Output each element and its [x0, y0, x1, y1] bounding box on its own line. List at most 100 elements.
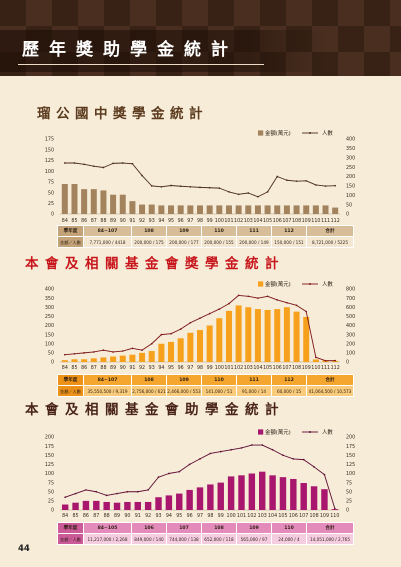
legend-label-people: 人數 — [322, 129, 333, 137]
y-right-tick-label: 150 — [346, 184, 355, 190]
line-point-95 — [178, 470, 181, 473]
bar-108 — [310, 486, 318, 510]
y-right-tick-label: 200 — [346, 174, 355, 180]
y-left-tick-label: 0 — [51, 360, 54, 366]
line-point-91 — [131, 347, 134, 350]
page-number: 44 — [18, 544, 30, 554]
bar-94 — [165, 495, 173, 510]
table-cell: 150,000 / 151 — [271, 236, 307, 248]
y-left-tick-label: 150 — [45, 147, 54, 153]
line-point-108 — [295, 180, 298, 183]
column-header: 106 — [131, 522, 167, 534]
table-cell: 60,000 / 15 — [271, 385, 307, 397]
y-right-tick-label: 75 — [346, 480, 352, 486]
line-point-90 — [121, 350, 124, 352]
x-tick-label-103: 103 — [258, 513, 267, 519]
table-cell: 200,000 / 177 — [166, 236, 202, 248]
x-tick-label-105: 105 — [278, 513, 287, 519]
column-header: 108 — [131, 225, 167, 237]
x-tick-label-110: 110 — [311, 365, 320, 371]
y-right-tick-label: 700 — [346, 296, 355, 302]
bar-100 — [227, 476, 235, 510]
line-point-85 — [73, 352, 76, 355]
column-header: 84~105 — [83, 522, 132, 534]
line-point-105 — [266, 295, 269, 298]
x-tick-label-106: 106 — [289, 513, 298, 519]
bar-99 — [206, 325, 213, 362]
line-point-103 — [247, 295, 250, 298]
x-tick-label-99: 99 — [207, 218, 213, 224]
table-cell: 2,466,000 / 553 — [166, 385, 202, 397]
bar-86 — [82, 500, 90, 510]
legend-line-marker — [309, 283, 311, 285]
line-point-103 — [247, 192, 250, 194]
x-tick-label-98: 98 — [197, 365, 203, 371]
table-cell: 11,217,000 / 2,268 — [83, 533, 132, 545]
table-header-row: 學年度 84~107 108 109 110 111 112 合計 — [57, 225, 354, 237]
legend-label-amount: 金額(萬元) — [265, 280, 291, 288]
bar-93 — [148, 204, 155, 214]
bar-96 — [177, 205, 184, 214]
x-tick-label-107: 107 — [282, 365, 291, 371]
line-point-105 — [282, 454, 284, 457]
y-left-tick-label: 50 — [48, 489, 54, 495]
y-left-tick-label: 100 — [45, 471, 54, 477]
line-point-91 — [131, 162, 134, 165]
line-point-106 — [276, 175, 279, 178]
bar-87 — [90, 358, 97, 362]
chart-title: 本會及相關基金會獎學金統計 — [25, 256, 285, 272]
line-point-107 — [302, 458, 305, 461]
x-tick-label-86: 86 — [81, 365, 87, 371]
table-cell: 2,756,000 / 621 — [131, 385, 167, 397]
x-tick-label-111: 111 — [321, 365, 330, 371]
y-right-tick-label: 0 — [346, 508, 349, 514]
y-left-tick-label: 150 — [45, 453, 54, 459]
x-tick-label-106: 106 — [273, 218, 282, 224]
x-tick-label-84: 84 — [62, 218, 68, 224]
line-point-100 — [230, 448, 232, 451]
bar-104 — [254, 205, 261, 214]
bar-110 — [331, 509, 339, 510]
bar-86 — [81, 189, 88, 214]
x-tick-label-84: 84 — [62, 513, 68, 519]
line-point-112 — [334, 359, 337, 362]
bar-97 — [196, 487, 204, 510]
x-tick-label-107: 107 — [299, 513, 308, 519]
line-point-110 — [315, 184, 317, 186]
x-tick-label-84: 84 — [62, 365, 68, 371]
line-point-102 — [251, 444, 253, 446]
bar-84 — [61, 184, 68, 214]
bar-107 — [283, 307, 290, 362]
x-tick-label-108: 108 — [309, 513, 318, 519]
line-point-102 — [237, 193, 240, 196]
y-right-tick-label: 100 — [346, 471, 355, 477]
x-tick-label-108: 108 — [292, 218, 301, 224]
bar-87 — [90, 189, 97, 214]
line-point-94 — [160, 185, 163, 188]
bar-86 — [81, 359, 88, 362]
y-right-tick-label: 100 — [346, 351, 355, 357]
x-tick-label-86: 86 — [83, 513, 89, 519]
line-point-88 — [102, 349, 105, 351]
y-left-tick-label: 125 — [45, 462, 54, 468]
summary-table-rugong-scholarship: 學年度 84~107 108 109 110 111 112 合計 金額／人數 7,771,000… — [57, 225, 354, 248]
chart-foundation-grant: 0 25 50 75 100 125 150 175 200 0 25 50 75 100 125 150 17… — [45, 428, 355, 519]
line-point-101 — [240, 447, 243, 449]
x-tick-label-91: 91 — [129, 218, 135, 224]
column-header: 84~107 — [83, 225, 132, 237]
title-underline — [18, 64, 264, 65]
table-cell: 141,000 / 51 — [201, 385, 237, 397]
line-point-95 — [170, 332, 172, 335]
x-tick-label-104: 104 — [268, 513, 277, 519]
bar-93 — [155, 497, 162, 510]
y-left-tick-label: 300 — [45, 305, 54, 311]
table-cell: 652,000 / 118 — [201, 533, 237, 545]
row-label-amount-people: 金額／人數 — [57, 236, 84, 248]
line-point-98 — [209, 452, 212, 455]
bar-103 — [245, 307, 252, 362]
bar-93 — [148, 351, 155, 362]
table-cell: 849,000 / 140 — [131, 533, 167, 545]
bar-111 — [322, 205, 329, 214]
title-band — [0, 30, 401, 72]
line-point-109 — [323, 473, 326, 476]
